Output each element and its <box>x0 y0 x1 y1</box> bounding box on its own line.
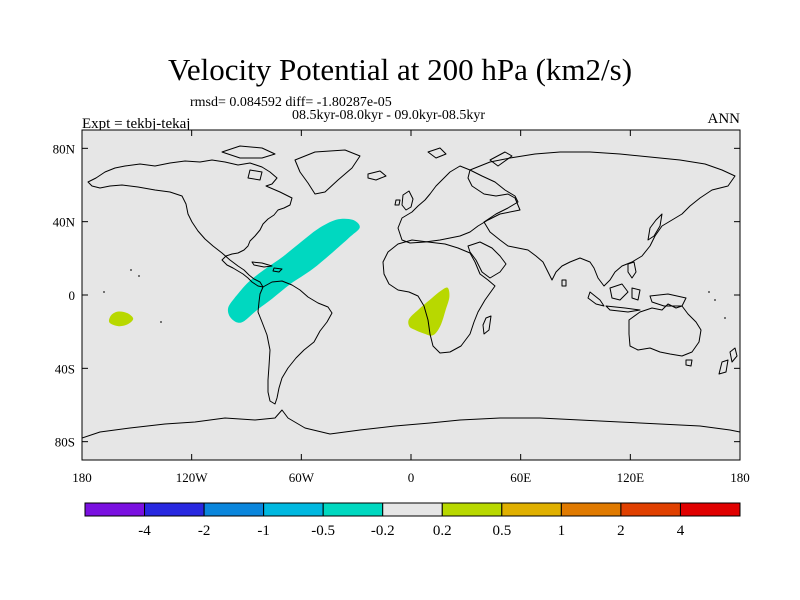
coast-philippines <box>627 261 637 279</box>
x-tick-label: 120E <box>617 470 645 485</box>
coast-asia <box>469 151 736 287</box>
coast-caribbean <box>251 261 283 273</box>
colorbar-label: 0.2 <box>433 523 452 539</box>
coastline-layer <box>82 145 740 439</box>
coast-new-zealand <box>718 347 738 375</box>
colorbar-swatch <box>84 502 146 517</box>
colorbar: -4 -2 -1 -0.5 -0.2 0.2 0.5 1 2 4 <box>84 502 741 539</box>
coast-madagascar <box>482 315 492 335</box>
anomaly-layer <box>108 218 450 336</box>
stats-line: rmsd= 0.084592 diff= -1.80287e-05 <box>190 95 392 110</box>
x-tick-label: 180 <box>730 470 750 485</box>
x-tick-label: 180 <box>72 470 92 485</box>
y-tick-label: 40N <box>53 215 76 230</box>
colorbar-swatch <box>144 502 205 517</box>
anomaly-region-pacific-positive <box>108 311 134 327</box>
x-tick-label: 0 <box>408 470 415 485</box>
chart-title: Velocity Potential at 200 hPa (km2/s) <box>167 52 633 87</box>
coast-europe <box>397 165 521 244</box>
experiment-label: Expt = tekbj-tekaj <box>82 116 191 132</box>
coast-south-america <box>257 280 333 405</box>
colorbar-swatch <box>620 502 681 517</box>
y-tick-label: 80N <box>53 141 76 156</box>
coast-tasmania <box>685 359 693 367</box>
colorbar-label: 2 <box>617 523 625 539</box>
coast-british-isles <box>394 190 414 211</box>
map-background <box>82 130 740 460</box>
anomaly-region-atlantic-negative <box>227 218 360 323</box>
colorbar-label: 1 <box>558 523 566 539</box>
coast-iceland <box>367 170 387 181</box>
coast-antarctica <box>82 409 740 439</box>
colorbar-swatch <box>203 502 265 517</box>
coast-arctic-islands <box>221 145 276 181</box>
colorbar-swatch <box>263 502 324 517</box>
colorbar-label: -0.2 <box>371 523 395 539</box>
x-tick-label: 60E <box>510 470 531 485</box>
coast-arabia <box>467 241 507 279</box>
x-tick-label: 60W <box>289 470 315 485</box>
colorbar-swatch <box>441 502 503 517</box>
colorbar-label: 4 <box>677 523 685 539</box>
colorbar-swatch <box>322 502 384 517</box>
map-axes: 180 120W 60W 0 60E 120E 180 80N 40N 0 40S 80S <box>53 130 750 485</box>
x-tick-label: 120W <box>176 470 209 485</box>
colorbar-label: -4 <box>138 523 151 539</box>
coast-australia <box>628 303 702 357</box>
colorbar-label: -2 <box>198 523 211 539</box>
coast-greenland <box>294 149 361 195</box>
coast-svalbard <box>427 147 513 167</box>
y-tick-label: 40S <box>55 361 75 376</box>
coast-japan <box>647 213 663 241</box>
colorbar-swatch <box>679 502 741 517</box>
coast-north-america <box>87 159 293 288</box>
period-line: 08.5kyr-08.0kyr - 09.0kyr-08.5kyr <box>292 108 486 123</box>
coast-indonesia <box>587 283 687 313</box>
anomaly-region-africa-positive <box>408 287 450 336</box>
y-tick-label: 80S <box>55 435 75 450</box>
coast-pacific-islands <box>103 269 726 323</box>
colorbar-swatch <box>560 502 622 517</box>
coast-africa <box>382 239 496 354</box>
season-label: ANN <box>707 111 741 127</box>
colorbar-label: 0.5 <box>492 523 511 539</box>
colorbar-label: -1 <box>257 523 270 539</box>
colorbar-label: -0.5 <box>311 523 335 539</box>
y-tick-label: 0 <box>69 288 76 303</box>
colorbar-swatch <box>382 502 443 517</box>
coast-sri-lanka <box>561 279 567 287</box>
colorbar-swatch <box>501 502 562 517</box>
